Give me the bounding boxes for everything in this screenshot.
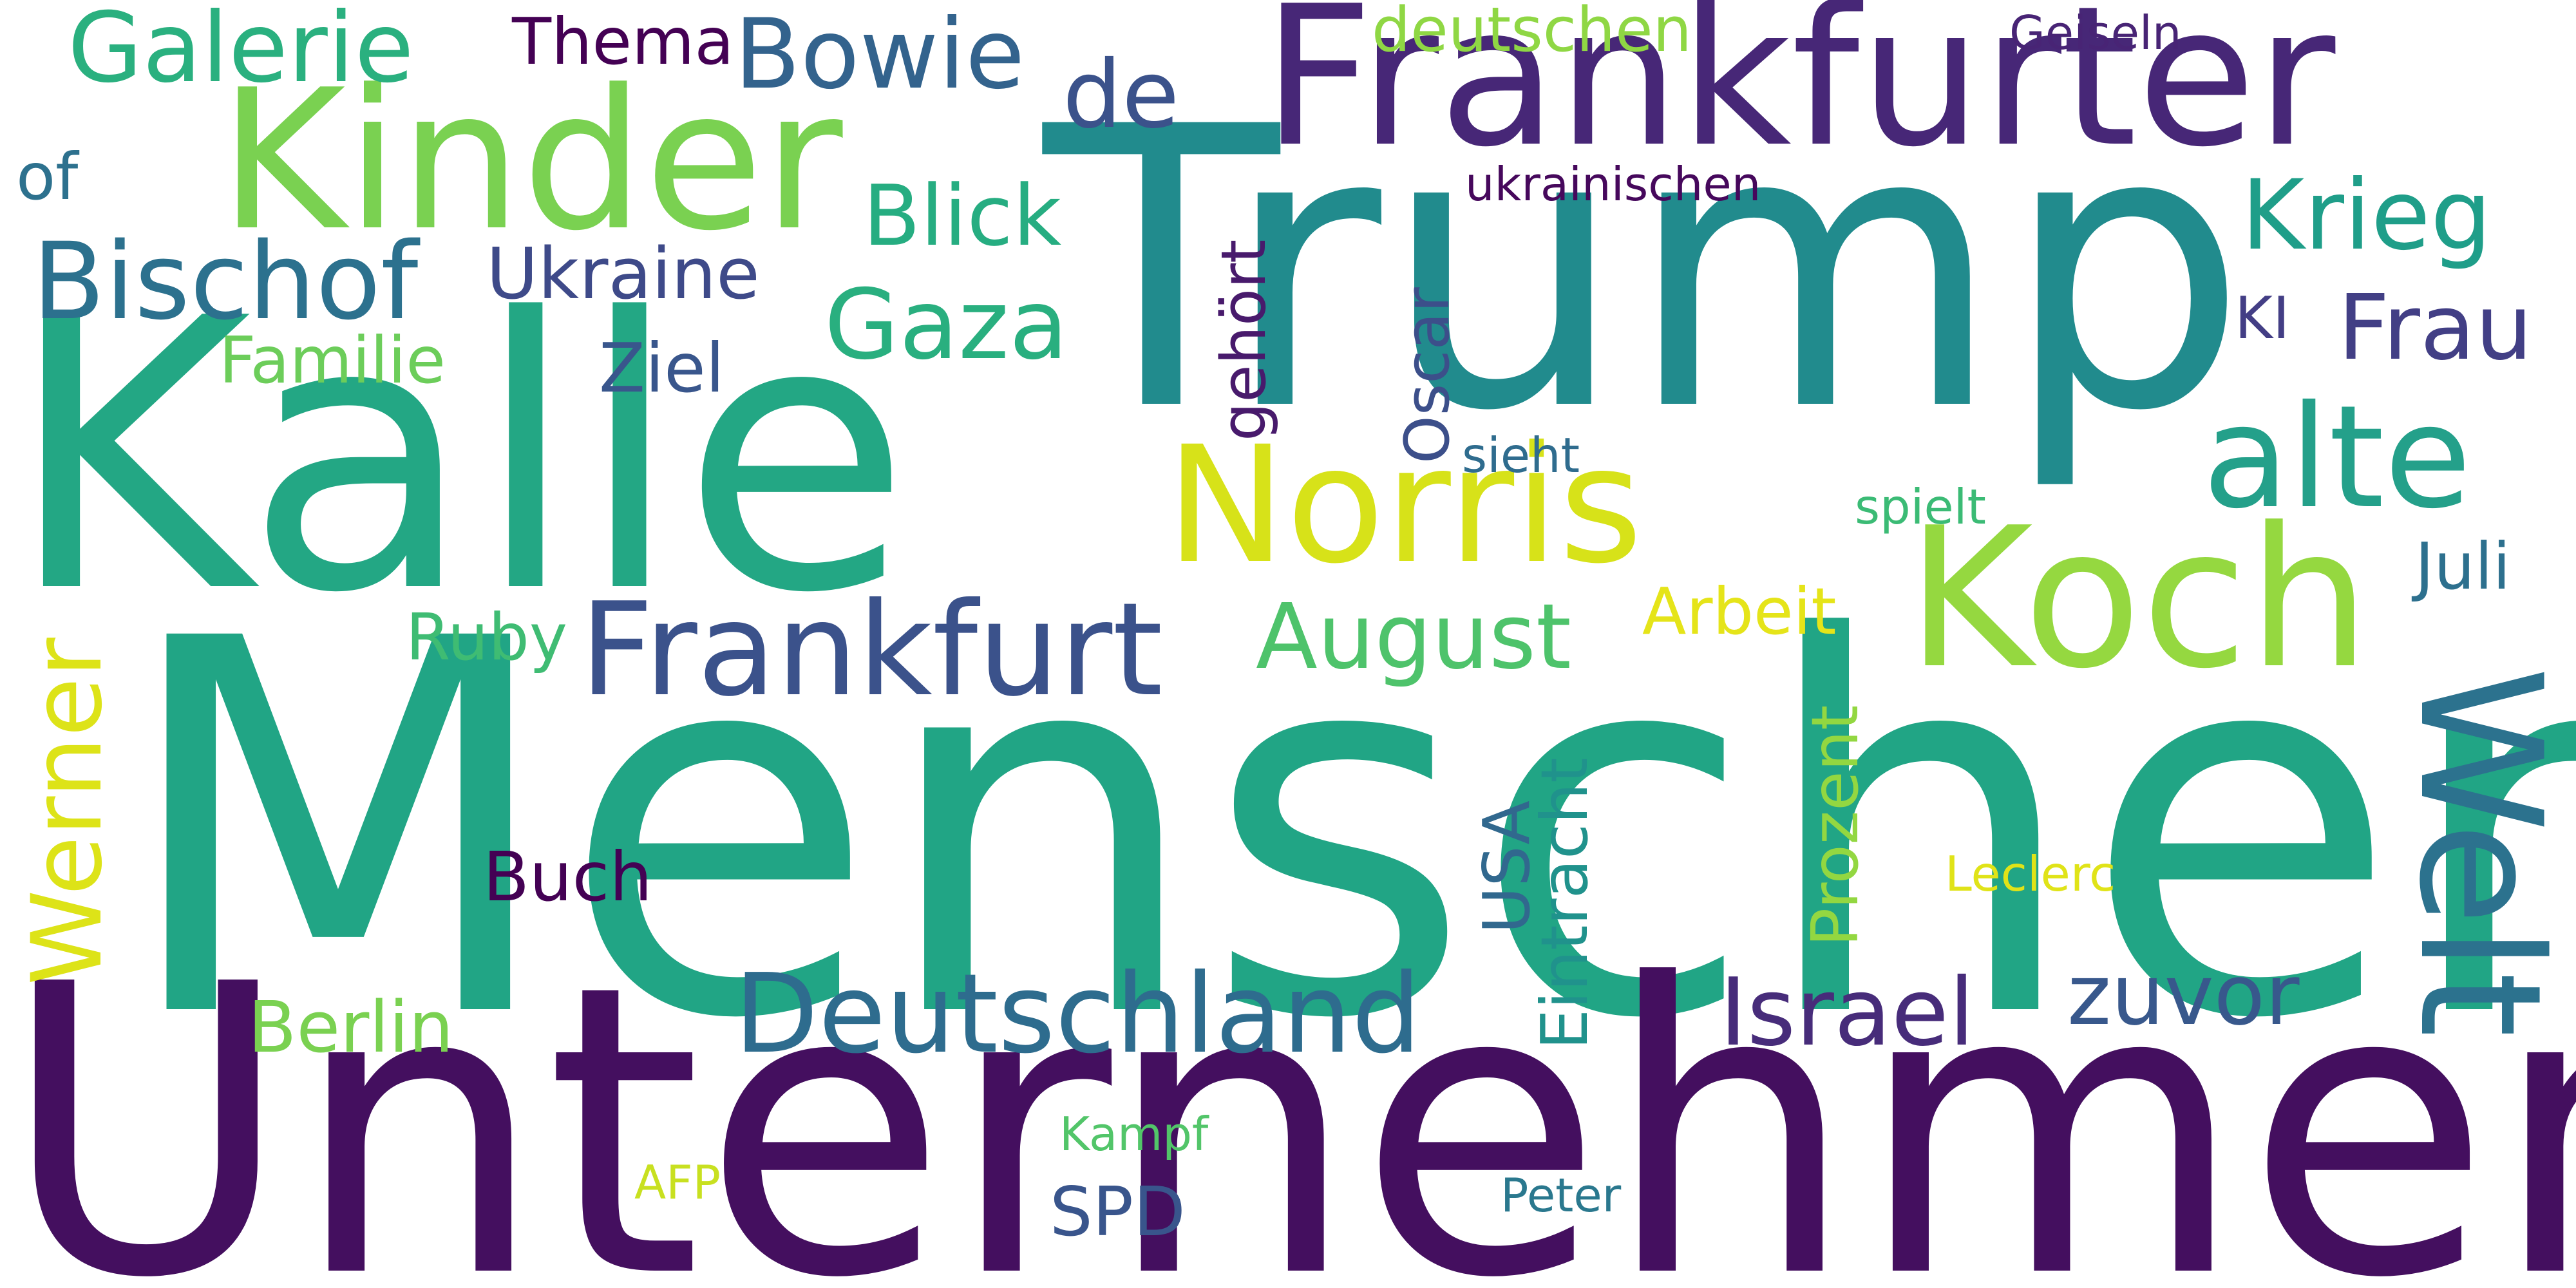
word-familie: Familie <box>219 323 446 398</box>
word-usa: USA <box>1469 800 1544 934</box>
word-bowie: Bowie <box>734 0 1025 111</box>
word-galerie: Galerie <box>68 0 414 104</box>
word-august: August <box>1256 585 1571 690</box>
word-thema: Thema <box>512 4 734 79</box>
word-kalle: Kalle <box>6 240 911 674</box>
word-ruby: Ruby <box>406 600 568 675</box>
word-deutschen: deutschen <box>1372 0 1692 66</box>
word-trump: Trump <box>1043 45 2248 495</box>
word-spd: SPD <box>1050 1173 1186 1251</box>
word-peter: Peter <box>1501 1168 1622 1222</box>
word-krieg: Krieg <box>2241 160 2492 272</box>
word-arbeit: Arbeit <box>1642 574 1837 649</box>
word-alte: alte <box>2202 375 2472 540</box>
word-werner: Werner <box>12 638 124 985</box>
word-gaza: Gaza <box>824 269 1068 381</box>
word-oscar: Oscar <box>1392 287 1463 464</box>
word-de: de <box>1063 41 1180 149</box>
word-gehoert: gehört <box>1209 239 1280 441</box>
word-ki: KI <box>2235 285 2290 352</box>
word-ukraine: Ukraine <box>486 232 760 315</box>
word-geiseln: Geiseln <box>2009 6 2182 60</box>
word-norris: Norris <box>1166 412 1643 599</box>
word-blick: Blick <box>863 167 1062 265</box>
word-ziel: Ziel <box>599 329 724 408</box>
word-welt: Welt <box>2382 667 2576 1037</box>
word-zuvor: zuvor <box>2067 946 2300 1044</box>
word-sieht: sieht <box>1462 427 1580 484</box>
word-kinder: Kinder <box>219 48 843 273</box>
word-deutschland: Deutschland <box>734 951 1421 1078</box>
word-berlin: Berlin <box>248 986 454 1068</box>
word-juli: Juli <box>2415 529 2511 604</box>
word-koch: Koch <box>1906 486 2371 711</box>
word-afp: AFP <box>634 1155 721 1209</box>
word-unternehmen: Unternehmen <box>0 901 2576 1288</box>
word-ukrainischen: ukrainischen <box>1465 157 1761 211</box>
word-kampf: Kampf <box>1059 1107 1209 1161</box>
word-buch: Buch <box>483 838 652 916</box>
word-frankfurt: Frankfurt <box>580 575 1163 725</box>
word-frau: Frau <box>2338 276 2533 381</box>
word-prozent: Prozent <box>1797 705 1873 947</box>
word-israel: Israel <box>1719 958 1975 1067</box>
word-leclerc: Leclerc <box>1945 846 2116 902</box>
word-menschen: Menschen <box>116 531 2576 1131</box>
word-frankfurter: Frankfurter <box>1262 0 2336 189</box>
word-of: of <box>16 139 79 214</box>
word-bischof: Bischof <box>32 220 419 343</box>
word-spielt: spielt <box>1855 478 1986 535</box>
